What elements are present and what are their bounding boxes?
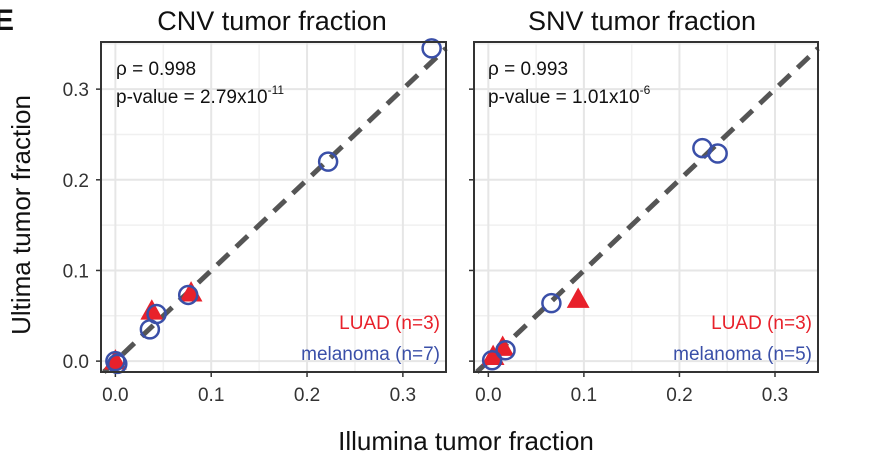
cnv-luad-point — [103, 349, 127, 370]
snv-x-tick-label: 0.0 — [475, 385, 501, 406]
cnv-y-tick-label: 0.1 — [63, 261, 89, 282]
cnv-y-tick-label: 0.3 — [63, 80, 89, 101]
cnv-legend-melanoma: melanoma (n=7) — [301, 344, 440, 365]
cnv-legend-luad: LUAD (n=3) — [339, 313, 440, 334]
snv-pvalue: p-value = 1.01x10-6 — [488, 83, 651, 108]
snv-plot-area: 0.0 0.1 0.2 0.3 — [469, 41, 820, 406]
cnv-plot-area: 0.0 0.1 0.2 0.3 0.0 0.1 0.2 0.3 — [63, 38, 448, 406]
snv-panel: 0.0 0.1 0.2 0.3 SNV tumor fraction ρ = 0.99… — [469, 6, 820, 406]
cnv-melanoma-point — [146, 303, 167, 325]
y-axis-label: Ultima tumor fraction — [6, 95, 36, 335]
cnv-melanoma-point — [177, 284, 199, 306]
cnv-x-tick-label: 0.2 — [294, 385, 320, 406]
cnv-melanoma-point — [421, 38, 442, 59]
cnv-plot-frame — [100, 41, 447, 373]
x-axis-label: Illumina tumor fraction — [338, 426, 594, 456]
cnv-y-tick-label: 0.2 — [63, 171, 89, 192]
snv-rho: ρ = 0.993 — [488, 59, 568, 80]
cnv-x-tick-label: 0.0 — [102, 385, 128, 406]
snv-identity-line — [475, 46, 820, 374]
snv-legend-melanoma: melanoma (n=5) — [673, 344, 812, 365]
snv-melanoma-point — [481, 349, 503, 371]
cnv-luad-point — [140, 299, 164, 320]
snv-x-tick-label: 0.1 — [571, 385, 597, 406]
snv-x-tick-label: 0.2 — [666, 385, 692, 406]
snv-luad-point — [566, 287, 590, 308]
snv-plot-frame — [473, 41, 819, 373]
cnv-pvalue: p-value = 2.79x10-11 — [116, 83, 284, 108]
cnv-x-tick-label: 0.3 — [390, 385, 416, 406]
snv-title: SNV tumor fraction — [528, 6, 756, 36]
cnv-x-tick-label: 0.1 — [198, 385, 224, 406]
cnv-melanoma-point — [105, 350, 126, 372]
snv-legend-luad: LUAD (n=3) — [711, 313, 812, 334]
panel-letter: E — [0, 4, 14, 37]
cnv-title: CNV tumor fraction — [157, 6, 387, 36]
cnv-rho: ρ = 0.998 — [116, 59, 196, 80]
snv-melanoma-point — [495, 339, 516, 361]
cnv-panel: 0.0 0.1 0.2 0.3 0.0 0.1 0.2 0.3 CNV tumor fract… — [63, 6, 448, 406]
snv-x-tick-label: 0.3 — [762, 385, 788, 406]
snv-plot-background — [474, 42, 818, 372]
snv-melanoma-point — [707, 143, 728, 164]
cnv-y-tick-label: 0.0 — [63, 352, 89, 373]
cnv-melanoma-point — [317, 151, 339, 172]
snv-melanoma-point — [541, 292, 562, 314]
